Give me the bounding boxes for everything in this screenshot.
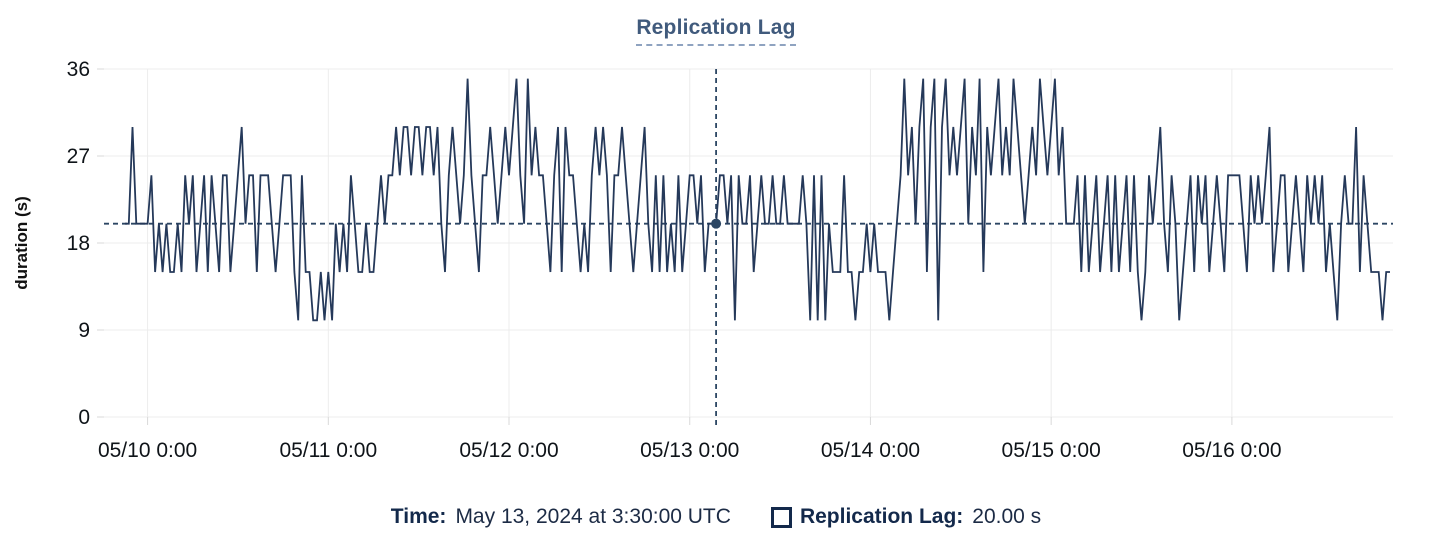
chart-title[interactable]: Replication Lag [636, 16, 796, 46]
tooltip-footer: Time: May 13, 2024 at 3:30:00 UTC Replic… [0, 505, 1432, 529]
legend-series-value: 20.00 s [972, 505, 1042, 528]
tooltip-time-value: May 13, 2024 at 3:30:00 UTC [455, 505, 731, 528]
x-tick-label: 05/12 0:00 [459, 439, 558, 462]
x-tick-label: 05/13 0:00 [640, 439, 739, 462]
y-tick-label: 18 [67, 232, 90, 255]
tooltip-time-label: Time: [390, 505, 447, 528]
y-tick-label: 27 [67, 145, 90, 168]
x-tick-label: 05/10 0:00 [98, 439, 197, 462]
y-tick-label: 36 [67, 58, 90, 81]
grid [97, 68, 1393, 425]
x-tick-label: 05/11 0:00 [279, 439, 377, 462]
chart-title-bar: Replication Lag [0, 16, 1432, 46]
x-axis-tick-labels: 05/10 0:00 05/11 0:00 05/12 0:00 05/13 0:00… [98, 439, 1282, 462]
x-tick-label: 05/16 0:00 [1182, 439, 1281, 462]
legend-series-label[interactable]: Replication Lag: [799, 505, 964, 528]
y-tick-label: 9 [78, 319, 90, 342]
y-axis-tick-labels: 0 9 18 27 36 [67, 58, 90, 429]
y-tick-label: 0 [78, 406, 90, 429]
x-tick-label: 05/15 0:00 [1002, 439, 1101, 462]
x-tick-label: 05/14 0:00 [821, 439, 920, 462]
series-line-replication-lag[interactable] [125, 78, 1390, 322]
legend-square-icon[interactable] [770, 506, 792, 528]
crosshair-point [711, 218, 722, 229]
